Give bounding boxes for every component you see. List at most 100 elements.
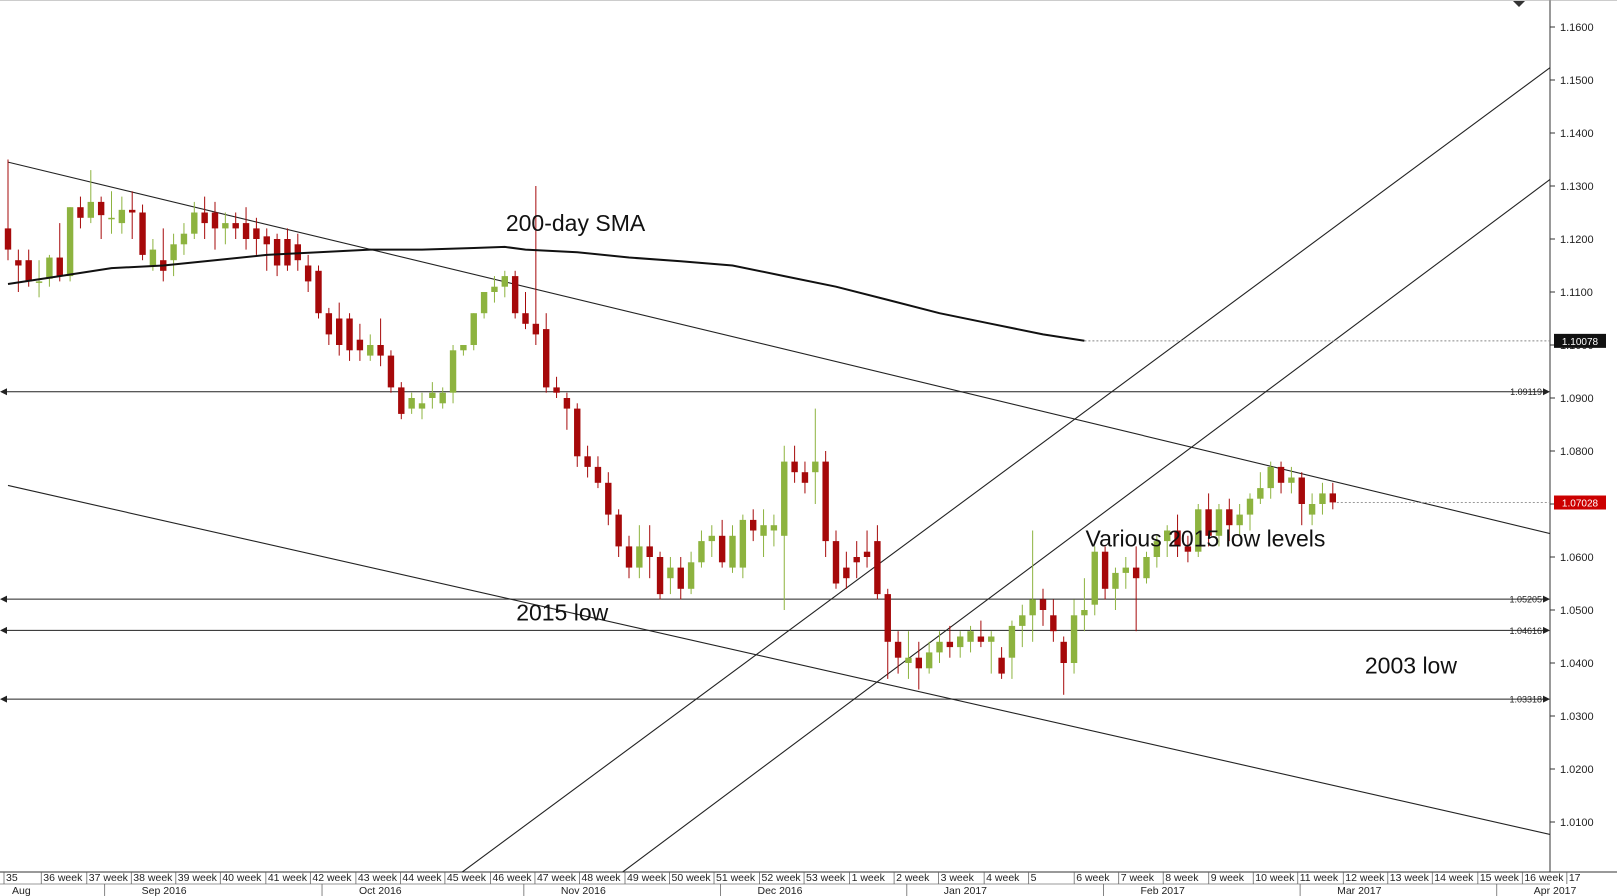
month-tick-label: Apr 2017 <box>1534 885 1577 896</box>
level-arrow-right-icon <box>1543 595 1550 603</box>
candle-up <box>636 546 643 568</box>
candle-down <box>294 244 301 261</box>
week-tick-label: 44 week <box>402 872 442 884</box>
candle-up <box>491 286 498 292</box>
candle-up <box>967 631 974 642</box>
week-tick-label: 16 week <box>1524 872 1564 884</box>
candle-up <box>1195 509 1202 552</box>
candle-down <box>605 482 612 515</box>
candle-up <box>1008 625 1016 658</box>
week-tick-label: 14 week <box>1434 872 1474 884</box>
candle-down <box>822 461 829 542</box>
candle-down <box>874 541 881 595</box>
week-tick-label: 47 week <box>537 872 577 884</box>
candle-up <box>191 212 198 234</box>
level-label: 1.05205 <box>1509 595 1542 605</box>
candle-down <box>1298 477 1305 504</box>
week-tick-label: 6 week <box>1076 872 1110 884</box>
candle-up <box>1122 567 1129 573</box>
candle-down <box>1101 551 1109 589</box>
trendline <box>7 161 1550 535</box>
y-tick-label: 1.1100 <box>1560 287 1593 299</box>
week-tick-label: 52 week <box>762 872 802 884</box>
candle-up <box>1143 557 1150 579</box>
candle-down <box>211 212 219 229</box>
candle-down <box>1050 615 1057 632</box>
candle-up <box>1319 493 1326 504</box>
candle-down <box>1060 641 1067 663</box>
week-tick-label: 38 week <box>133 872 173 884</box>
candle-down <box>584 456 591 467</box>
week-tick-label: 7 week <box>1121 872 1155 884</box>
candle-down <box>718 535 726 563</box>
candle-up <box>1091 551 1098 605</box>
level-arrow-left-icon <box>0 695 7 703</box>
month-tick-label: Dec 2016 <box>758 885 803 896</box>
week-tick-label: 9 week <box>1211 872 1245 884</box>
candle-up <box>1019 615 1026 626</box>
candle-up <box>408 398 415 409</box>
week-tick-label: 48 week <box>581 872 621 884</box>
week-tick-label: 46 week <box>492 872 532 884</box>
week-tick-label: 42 week <box>312 872 352 884</box>
week-tick-label: 12 week <box>1345 872 1385 884</box>
candle-down <box>998 657 1005 674</box>
candle-up <box>429 392 436 398</box>
candle-down <box>315 270 322 314</box>
candle-up <box>66 207 74 277</box>
candle-down <box>387 355 395 388</box>
month-tick-label: Jan 2017 <box>944 885 987 896</box>
y-tick-label: 1.0600 <box>1560 552 1594 564</box>
candle-up <box>988 636 995 642</box>
month-tick-label: Feb 2017 <box>1140 885 1185 896</box>
candle-up <box>501 276 508 287</box>
candle-down <box>129 209 136 213</box>
week-tick-label: 40 week <box>222 872 262 884</box>
candle-up <box>667 567 674 579</box>
month-tick-label: Mar 2017 <box>1337 885 1382 896</box>
sma-value-label: 1.10078 <box>1562 337 1599 348</box>
chart-annotation: 200-day SMA <box>506 210 646 236</box>
candle-up <box>170 244 177 261</box>
candle-down <box>1277 466 1285 483</box>
week-tick-label: 35 <box>6 872 18 884</box>
candle-down <box>1184 546 1192 552</box>
candle-down <box>625 546 633 568</box>
y-tick-label: 1.1500 <box>1560 75 1594 87</box>
level-arrow-left-icon <box>0 626 7 634</box>
candle-up <box>35 281 43 283</box>
candle-down <box>242 223 250 239</box>
week-tick-label: 36 week <box>43 872 83 884</box>
candle-up <box>108 217 115 220</box>
candle-down <box>946 641 954 648</box>
week-tick-label: 37 week <box>89 872 129 884</box>
candle-down <box>656 557 664 595</box>
candle-down <box>15 260 22 266</box>
candle-up <box>1153 541 1161 557</box>
week-tick-label: 5 <box>1031 872 1037 884</box>
level-arrow-right-icon <box>1543 388 1550 396</box>
week-tick-label: 15 week <box>1480 872 1520 884</box>
sma-line <box>7 245 1085 342</box>
candle-down <box>398 387 405 414</box>
chart-annotation: 2003 low <box>1365 653 1457 679</box>
y-tick-label: 1.0200 <box>1560 764 1594 776</box>
y-tick-label: 1.1600 <box>1560 22 1594 34</box>
candle-up <box>149 249 157 266</box>
week-tick-label: 51 week <box>716 872 756 884</box>
trendlines <box>7 67 1550 872</box>
candle-down <box>25 260 32 282</box>
week-tick-label: 8 week <box>1165 872 1199 884</box>
candle-up <box>1257 488 1264 499</box>
week-tick-label: 4 week <box>986 872 1020 884</box>
level-label: 1.03318 <box>1509 695 1542 705</box>
time-axis: 35 36 week 37 week 38 week 39 week 40 week 41 … <box>0 872 1581 896</box>
candles <box>4 159 1336 695</box>
week-tick-label: 10 week <box>1255 872 1295 884</box>
price-axis: 1.0100 1.0200 1.0300 1.0400 1.0500 1.0600 1.07… <box>1550 22 1606 829</box>
candle-down <box>1329 493 1336 503</box>
candle-up <box>708 535 715 542</box>
week-tick-label: 1 week <box>852 872 886 884</box>
sma-value-tag <box>1554 333 1606 348</box>
